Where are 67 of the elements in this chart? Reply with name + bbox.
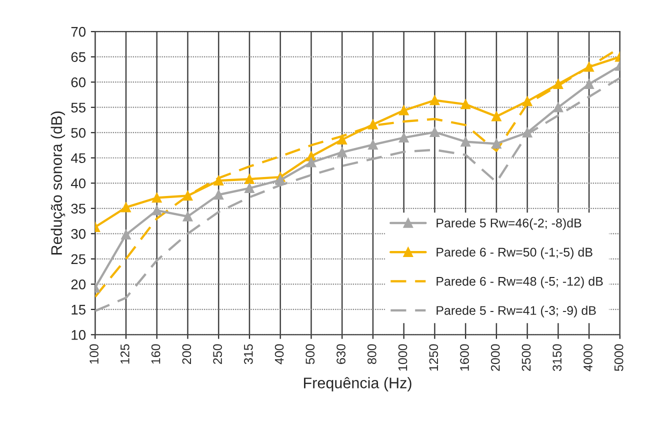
x-tick-label: 125 xyxy=(120,344,130,364)
y-tick-label: 20 xyxy=(71,280,86,290)
point xyxy=(460,136,470,147)
y-tick-label: 35 xyxy=(71,204,86,214)
x-tick-label: 250 xyxy=(213,344,222,364)
x-tick-label: 3150 xyxy=(552,344,562,372)
point xyxy=(553,79,564,89)
point xyxy=(584,79,594,89)
x-tick-label: 1600 xyxy=(460,344,469,371)
x-tick-label: 1250 xyxy=(429,344,438,371)
x-tick-label: 100 xyxy=(90,344,98,364)
x-tick-label: 400 xyxy=(274,344,284,364)
point xyxy=(368,140,378,150)
y-axis-title: Redução sonora (dB) xyxy=(50,111,66,254)
point xyxy=(492,138,502,149)
point xyxy=(584,62,594,72)
point xyxy=(214,190,224,200)
x-tick-label: 4000 xyxy=(584,344,592,372)
y-tick-label: 40 xyxy=(70,178,86,188)
point xyxy=(398,132,409,143)
point xyxy=(368,120,378,130)
x-tick-label: 630 xyxy=(336,344,346,364)
x-tick-label: 5000 xyxy=(614,344,624,372)
x-tick-label: 500 xyxy=(306,344,315,364)
y-tick-label: 15 xyxy=(72,304,86,315)
point xyxy=(522,128,532,138)
point xyxy=(306,158,316,168)
point xyxy=(430,95,440,106)
x-tick-label: 160 xyxy=(151,344,160,364)
y-tick-label: 55 xyxy=(71,102,86,113)
point xyxy=(522,96,532,106)
point xyxy=(398,106,409,116)
y-tick-label: 45 xyxy=(70,153,86,164)
point xyxy=(182,212,193,222)
y-tick-label: 70 xyxy=(71,26,86,37)
y-tick-label: 65 xyxy=(71,52,86,62)
x-tick-label: 1000 xyxy=(398,344,408,371)
legend-label: Parede 5 - Rw=41 (-3; -9) dB xyxy=(436,306,596,318)
y-tick-label: 10 xyxy=(72,330,86,340)
legend-label: Parede 6 - Rw=50 (-1;-5) dB xyxy=(436,247,592,260)
legend-label: Parede 6 - Rw=48 (-5; -12) dB xyxy=(436,276,603,288)
point xyxy=(244,183,254,194)
y-tick-label: 25 xyxy=(71,254,86,264)
point xyxy=(182,190,193,201)
y-tick-label: 30 xyxy=(71,228,86,239)
point xyxy=(275,175,286,185)
point xyxy=(430,127,440,137)
point xyxy=(337,134,347,145)
point xyxy=(460,99,470,110)
point xyxy=(553,102,564,112)
x-tick-label: 2500 xyxy=(522,344,531,371)
point xyxy=(244,174,254,184)
y-tick-label: 60 xyxy=(71,77,86,88)
point xyxy=(337,147,347,158)
point xyxy=(492,112,502,122)
y-tick-label: 50 xyxy=(71,128,86,138)
x-tick-label: 2000 xyxy=(490,344,500,371)
x-tick-label: 200 xyxy=(182,344,192,364)
x-tick-label: 800 xyxy=(367,344,376,364)
x-tick-label: 315 xyxy=(244,344,253,364)
point xyxy=(214,176,224,186)
point xyxy=(121,202,131,212)
x-axis-title: Frequência (Hz) xyxy=(304,377,412,392)
point xyxy=(152,192,162,203)
point xyxy=(121,230,131,240)
legend-label: Parede 5 Rw=46(-2; -8)dB xyxy=(436,218,582,230)
point xyxy=(152,206,162,216)
